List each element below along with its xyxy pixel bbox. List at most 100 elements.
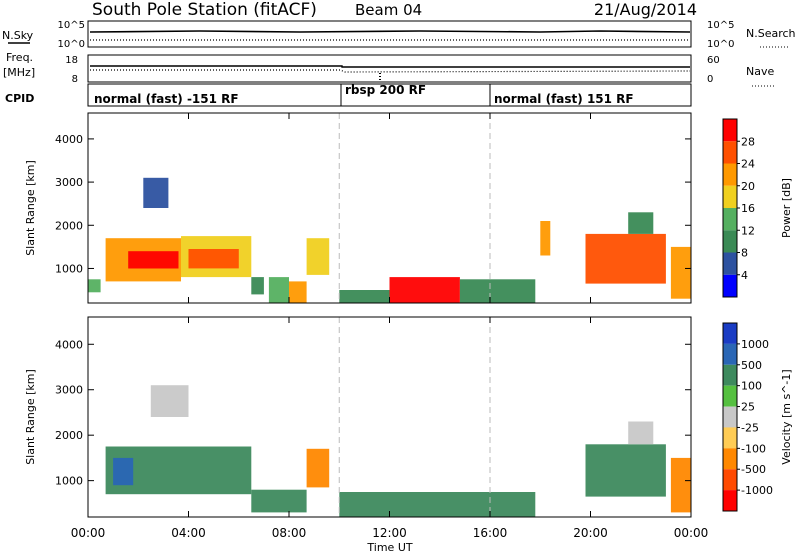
velocity-colorbar: 1000 500 100 25 -25 -100 -500 -1000 Velocity [m … — [722, 322, 793, 512]
freq-tick-top: 18 — [65, 55, 78, 66]
cpid-segment-3: normal (fast) 151 RF — [494, 92, 634, 106]
velocity-colorbar-swatch — [723, 427, 737, 449]
station-title: South Pole Station (fitACF) — [92, 0, 317, 20]
power-colorbar-label: Power [dB] — [780, 178, 793, 238]
power-region — [670, 246, 691, 299]
power-region — [289, 281, 307, 303]
power-colorbar-swatch — [723, 141, 737, 164]
velocity-colorbar-swatch — [723, 323, 737, 344]
power-region — [306, 238, 330, 275]
power-colorbar-swatch — [723, 185, 737, 209]
power-y-tick-label: 2000 — [55, 219, 83, 232]
time-tick-label: 16:00 — [473, 526, 508, 540]
nave-tick-bottom: 0 — [707, 74, 713, 85]
velocity-y-tick-label: 2000 — [55, 429, 83, 442]
velocity-region — [251, 489, 307, 513]
nsky-series-line — [89, 30, 691, 33]
velocity-colorbar-swatch — [723, 469, 737, 491]
power-colorbar-swatch — [723, 230, 737, 253]
velocity-colorbar-swatch — [723, 385, 737, 407]
power-region — [251, 277, 264, 295]
time-tick-label: 20:00 — [573, 526, 608, 540]
velocity-y-tick-label: 4000 — [55, 338, 83, 351]
power-colorbar-swatch — [723, 163, 737, 186]
velocity-region — [306, 448, 330, 488]
power-colorbar-swatch — [723, 274, 737, 298]
cpid-label: CPID — [5, 92, 34, 105]
velocity-y-ticks: 1000 2000 3000 4000 — [55, 338, 691, 488]
velocity-region — [150, 385, 189, 417]
date-label: 21/Aug/2014 — [594, 0, 697, 19]
velocity-region — [113, 457, 134, 486]
power-colorbar-swatch — [723, 252, 737, 275]
power-region — [389, 277, 460, 303]
power-ylabel: Slant Range [km] — [24, 160, 37, 256]
freq-panel-frame — [87, 54, 692, 83]
velocity-region — [628, 421, 654, 445]
power-colorbar-tick-label: 4 — [741, 269, 748, 282]
power-panel: Slant Range [km] 1000 2000 3000 4000 4 8 12 16… — [24, 112, 793, 304]
nsky-tick-bottom: 10^0 — [58, 39, 85, 50]
velocity-colorbar-tick-label: 100 — [741, 380, 762, 393]
power-region — [459, 279, 536, 304]
velocity-data-marks — [105, 317, 691, 517]
velocity-colorbar-swatch — [723, 406, 737, 428]
velocity-colorbar-tick-label: -25 — [741, 421, 759, 434]
nsearch-tick-top: 10^5 — [707, 20, 734, 31]
velocity-colorbar-swatch — [723, 343, 737, 365]
velocity-colorbar-tick-label: 1000 — [741, 338, 769, 351]
nsky-label: N.Sky — [2, 29, 34, 42]
power-region — [339, 290, 390, 303]
velocity-colorbar-tick-label: -100 — [741, 442, 766, 455]
nave-series-line — [90, 69, 691, 73]
time-tick-label: 12:00 — [372, 526, 407, 540]
velocity-colorbar-tick-label: 25 — [741, 401, 755, 414]
power-region — [268, 277, 289, 303]
power-region — [143, 177, 169, 208]
time-tick-label: 04:00 — [171, 526, 206, 540]
velocity-region — [339, 492, 536, 517]
time-axis-ticks: 00:00 04:00 08:00 12:00 16:00 20:00 00:00 — [71, 113, 709, 540]
velocity-colorbar-tick-label: -1000 — [741, 484, 773, 497]
velocity-colorbar-tick-label: -500 — [741, 463, 766, 476]
freq-series-line — [90, 65, 690, 68]
velocity-ylabel: Slant Range [km] — [24, 369, 37, 465]
velocity-colorbar-tick-label: 500 — [741, 359, 762, 372]
power-colorbar-tick-label: 16 — [741, 202, 755, 215]
power-data-marks — [88, 113, 691, 304]
nsearch-tick-bottom: 10^0 — [707, 39, 734, 50]
power-y-ticks: 1000 2000 3000 4000 — [55, 133, 691, 275]
power-region — [188, 249, 239, 269]
freq-unit: [MHz] — [3, 66, 35, 79]
velocity-colorbar-swatch — [723, 490, 737, 511]
time-tick-label: 00:00 — [674, 526, 709, 540]
power-y-tick-label: 3000 — [55, 176, 83, 189]
power-y-tick-label: 1000 — [55, 262, 83, 275]
power-region — [540, 221, 551, 256]
power-colorbar-tick-label: 8 — [741, 247, 748, 260]
freq-label: Freq. — [6, 51, 33, 64]
velocity-y-tick-label: 3000 — [55, 384, 83, 397]
nave-label: Nave — [746, 65, 774, 78]
power-region — [585, 233, 666, 284]
time-tick-label: 08:00 — [272, 526, 307, 540]
cpid-segment-1: normal (fast) -151 RF — [94, 92, 239, 106]
freq-tick-bottom: 8 — [72, 74, 78, 85]
beam-label: Beam 04 — [355, 1, 422, 19]
velocity-region — [670, 457, 691, 513]
power-region — [628, 212, 654, 234]
nsearch-label: N.Search — [746, 27, 796, 40]
velocity-y-tick-label: 1000 — [55, 475, 83, 488]
power-region — [88, 279, 101, 293]
power-colorbar-swatch — [723, 208, 737, 231]
velocity-colorbar-swatch — [723, 448, 737, 470]
velocity-colorbar-frame — [722, 322, 738, 512]
power-colorbar-tick-label: 24 — [741, 158, 755, 171]
time-tick-label: 00:00 — [71, 526, 106, 540]
nsky-tick-top: 10^5 — [58, 20, 85, 31]
cpid-segment-2: rbsp 200 RF — [345, 83, 426, 97]
power-colorbar-tick-label: 28 — [741, 135, 755, 148]
velocity-colorbar-swatch — [723, 364, 737, 386]
